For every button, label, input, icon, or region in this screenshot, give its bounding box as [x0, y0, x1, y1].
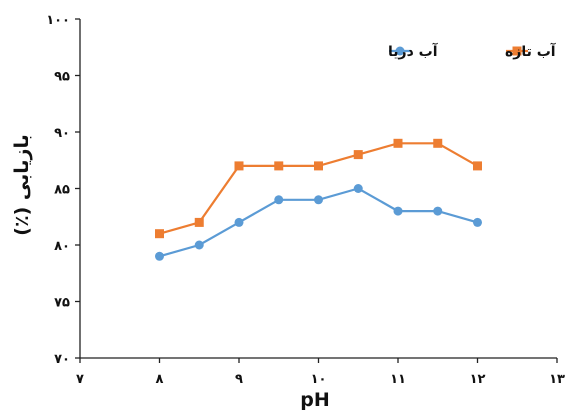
- data-point: [353, 150, 363, 160]
- y-tick-label: ۱۰۰: [46, 13, 70, 28]
- x-tick-label: ۷: [76, 372, 84, 387]
- y-axis-ticks: ۷۰ ۷۵ ۸۰ ۸۵ ۹۰ ۹۵ ۱۰۰: [46, 13, 80, 367]
- x-tick-label: ۹: [235, 372, 243, 387]
- data-point: [473, 217, 482, 227]
- series-2: [155, 184, 482, 261]
- y-axis-title: بازیابی (٪): [11, 134, 33, 235]
- y-tick-label: ۷۵: [54, 296, 70, 311]
- axes: [79, 19, 557, 359]
- data-point: [274, 195, 284, 205]
- x-tick-label: ۱۱: [390, 372, 406, 387]
- data-point: [433, 138, 443, 148]
- x-tick-label: ۱۳: [549, 372, 565, 387]
- data-point: [274, 161, 284, 171]
- x-axis-ticks: ۷ ۸ ۹ ۱۰ ۱۱ ۱۲ ۱۳: [76, 358, 565, 387]
- legend-label: آب تازه: [505, 42, 557, 60]
- series-1: [155, 138, 482, 239]
- data-point: [155, 251, 164, 261]
- y-tick-label: ۸۰: [54, 239, 70, 254]
- legend-square-marker-icon: [512, 46, 522, 56]
- x-tick-label: ۱۲: [470, 372, 486, 387]
- data-point: [314, 161, 323, 171]
- y-tick-label: ۷۰: [54, 352, 70, 367]
- legend-label: آب دریا: [388, 42, 439, 60]
- data-point: [473, 161, 482, 171]
- legend-item: آب دریا: [388, 42, 439, 60]
- data-point: [393, 206, 403, 216]
- y-tick-label: ۹۰: [54, 126, 70, 141]
- x-tick-label: ۸: [156, 372, 164, 387]
- series-line: [159, 142, 479, 235]
- data-point: [433, 206, 443, 216]
- x-axis-title: pH: [300, 389, 330, 411]
- data-point: [393, 138, 403, 148]
- data-point: [353, 184, 363, 193]
- series-layer: [155, 138, 482, 261]
- legend-circle-marker-icon: [395, 46, 405, 56]
- data-point: [234, 217, 244, 227]
- data-point: [314, 195, 323, 205]
- y-tick-label: ۹۵: [54, 70, 70, 85]
- data-point: [155, 229, 164, 239]
- legend-item: آب تازه: [505, 42, 557, 60]
- data-point: [194, 217, 204, 227]
- legend: آب تازه آب دریا: [388, 42, 557, 60]
- data-point: [234, 161, 244, 171]
- data-point: [194, 240, 204, 250]
- y-tick-label: ۸۵: [54, 183, 70, 198]
- x-tick-label: ۱۰: [311, 372, 327, 387]
